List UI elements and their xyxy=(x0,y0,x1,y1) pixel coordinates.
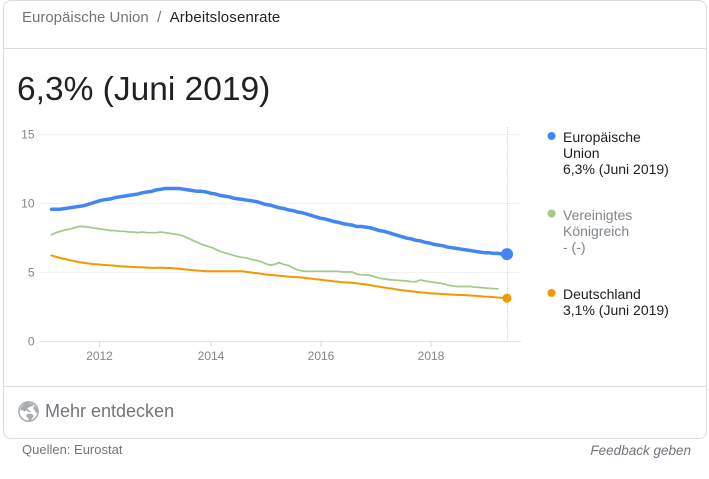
svg-text:0: 0 xyxy=(28,334,35,348)
svg-text:10: 10 xyxy=(21,196,35,210)
svg-text:2018: 2018 xyxy=(418,349,445,363)
svg-text:2012: 2012 xyxy=(86,349,113,363)
svg-text:2014: 2014 xyxy=(198,349,225,363)
svg-text:5: 5 xyxy=(28,265,35,279)
svg-text:2016: 2016 xyxy=(308,349,335,363)
svg-text:15: 15 xyxy=(21,127,35,141)
